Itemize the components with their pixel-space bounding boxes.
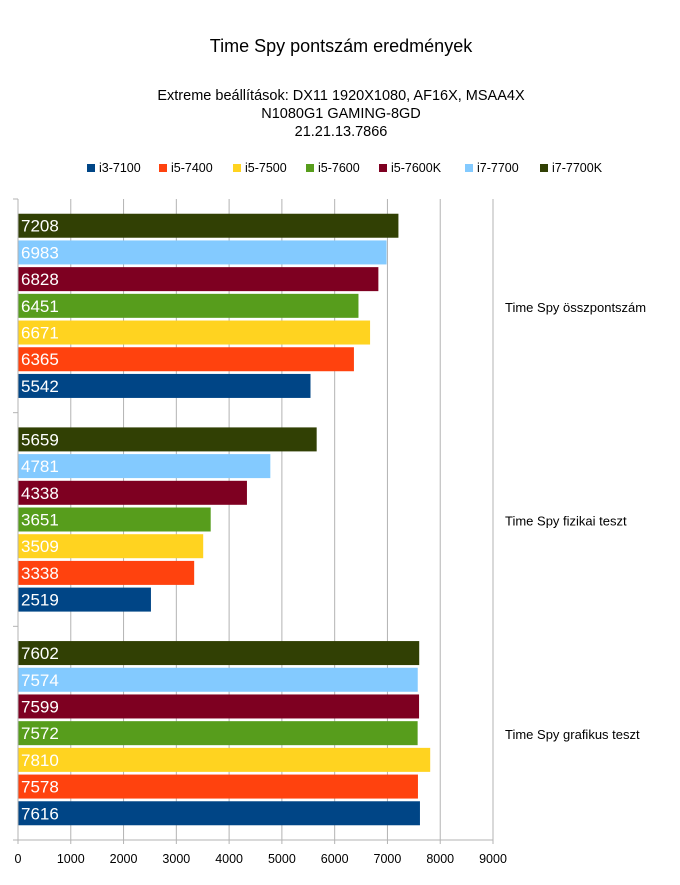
legend-label: i5-7600 (318, 161, 360, 175)
x-axis-ticks: 0 1000 2000 3000 4000 5000 6000 7000 8000 9000 (15, 840, 507, 866)
bar (18, 427, 317, 452)
x-tick-label: 0 (15, 852, 22, 866)
bar-value-label: 7208 (21, 217, 59, 236)
bar-value-label: 7578 (21, 778, 59, 797)
legend-label: i5-7400 (171, 161, 213, 175)
legend-label: i7-7700 (477, 161, 519, 175)
x-tick-label: 5000 (268, 852, 296, 866)
chart-subtitle-line-1: Extreme beállítások: DX11 1920X1080, AF1… (157, 88, 525, 104)
bar-value-label: 6828 (21, 270, 59, 289)
legend-swatch (379, 164, 387, 172)
bar (18, 801, 420, 826)
category-labels: Time Spy összpontszám Time Spy fizikai te… (505, 300, 646, 742)
x-tick-label: 6000 (321, 852, 349, 866)
legend-swatch (306, 164, 314, 172)
bar (18, 454, 271, 479)
bar-value-label: 5542 (21, 377, 59, 396)
x-tick-label: 4000 (215, 852, 243, 866)
bar-value-label: 7574 (21, 671, 59, 690)
bar-value-label: 4781 (21, 457, 59, 476)
legend-swatch (540, 164, 548, 172)
bar (18, 534, 204, 559)
chart-subtitle-line-2: N1080G1 GAMING-8GD (261, 106, 421, 122)
bar (18, 213, 399, 238)
legend-swatch (233, 164, 241, 172)
bar (18, 721, 418, 746)
bar-value-label: 7810 (21, 751, 59, 770)
x-tick-label: 7000 (374, 852, 402, 866)
category-label: Time Spy fizikai teszt (505, 514, 627, 529)
x-tick-label: 9000 (479, 852, 507, 866)
bar (18, 507, 211, 532)
chart-title: Time Spy pontszám eredmények (210, 36, 473, 56)
bar (18, 373, 311, 398)
bar-value-label: 4338 (21, 484, 59, 503)
chart-legend: i3-7100 i5-7400 i5-7500 i5-7600 i5-7600K i7-7… (87, 161, 603, 175)
x-tick-label: 8000 (426, 852, 454, 866)
x-tick-label: 3000 (162, 852, 190, 866)
category-label: Time Spy összpontszám (505, 300, 646, 315)
bar (18, 747, 431, 772)
bar-value-label: 5659 (21, 430, 59, 449)
bar (18, 347, 354, 372)
legend-label: i5-7500 (245, 161, 287, 175)
bar (18, 641, 420, 666)
bar (18, 587, 151, 612)
chart-subtitle-line-3: 21.21.13.7866 (295, 124, 388, 140)
bar-value-label: 7602 (21, 644, 59, 663)
bar-value-label: 7599 (21, 697, 59, 716)
bar-value-label: 3338 (21, 564, 59, 583)
bar (18, 667, 418, 692)
chart-bars: 5542 6365 6671 6451 6828 6983 7208 2519 3338 3509… (18, 213, 431, 826)
bar-value-label: 2519 (21, 591, 59, 610)
bar (18, 240, 387, 265)
legend-swatch (159, 164, 167, 172)
chart-axes (13, 198, 493, 841)
bar-value-label: 7616 (21, 804, 59, 823)
bar-value-label: 6365 (21, 350, 59, 369)
bar (18, 320, 371, 345)
bar (18, 560, 195, 585)
x-tick-label: 1000 (57, 852, 85, 866)
bar (18, 480, 247, 505)
legend-swatch (465, 164, 473, 172)
bar-value-label: 7572 (21, 724, 59, 743)
bar-value-label: 6671 (21, 324, 59, 343)
bar-value-label: 3651 (21, 511, 59, 530)
bar-value-label: 6983 (21, 243, 59, 262)
x-tick-label: 2000 (110, 852, 138, 866)
bar-value-label: 3509 (21, 537, 59, 556)
bar (18, 694, 420, 719)
legend-swatch (87, 164, 95, 172)
legend-label: i5-7600K (391, 161, 442, 175)
legend-label: i3-7100 (99, 161, 141, 175)
category-label: Time Spy grafikus teszt (505, 727, 640, 742)
legend-label: i7-7700K (552, 161, 603, 175)
bar-value-label: 6451 (21, 297, 59, 316)
bar (18, 293, 359, 318)
bar (18, 774, 418, 799)
bar (18, 267, 379, 292)
